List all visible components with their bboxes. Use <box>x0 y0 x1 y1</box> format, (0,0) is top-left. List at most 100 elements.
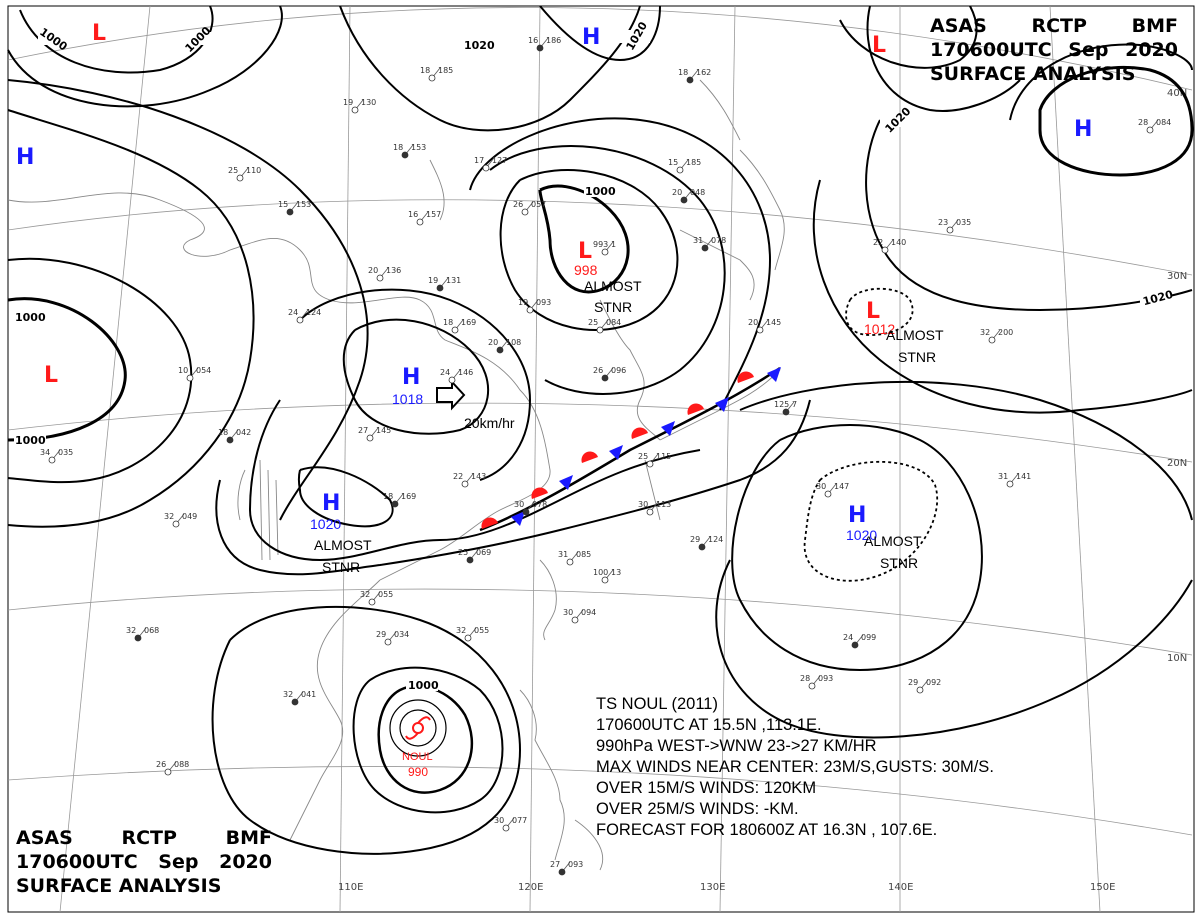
station-marker <box>384 638 392 646</box>
station-temp: 19 <box>343 98 353 107</box>
station-pressure: 088 <box>174 760 189 769</box>
cold-front-triangle <box>661 421 675 436</box>
station-plot: 32 049 <box>164 512 197 528</box>
station-marker <box>676 166 684 174</box>
warm-front-semicircle <box>481 517 498 529</box>
high-center: H <box>582 25 600 50</box>
station-pressure: 055 <box>378 590 393 599</box>
station-plot: 20 145 <box>748 318 781 334</box>
station-plot: 26 057 <box>513 200 546 216</box>
station-marker <box>946 226 954 234</box>
info-line: FORECAST FOR 180600Z AT 16.3N , 107.6E. <box>596 821 938 839</box>
station-temp: 18 <box>443 318 453 327</box>
station-temp: 23 <box>938 218 948 227</box>
latitude-labels: 40N 30N 20N 10N <box>1167 88 1187 664</box>
station-temp: 29 <box>690 535 700 544</box>
header-top-right: ASAS RCTP BMF 170600UTC Sep 2020 SURFACE ANA… <box>930 14 1178 86</box>
station-pressure: 035 <box>956 218 971 227</box>
station-pressure: 162 <box>696 68 711 77</box>
warm-front-semicircle <box>531 487 548 499</box>
info-line: OVER 25M/S WINDS: -KM. <box>596 800 799 818</box>
dotted-isobars <box>803 287 939 582</box>
station-plot: 24 124 <box>288 308 321 324</box>
station-marker <box>566 558 574 566</box>
note-word: STNR <box>880 555 918 571</box>
station-plot: 30 094 <box>563 608 596 624</box>
station-plot: 18 042 <box>218 428 251 444</box>
station-temp: 22 <box>453 472 463 481</box>
station-plot: 31 085 <box>558 550 591 566</box>
station-plot: 26 096 <box>593 366 626 382</box>
station-pressure: 169 <box>401 492 416 501</box>
station-marker <box>401 151 409 159</box>
station-pressure: 141 <box>1016 472 1031 481</box>
station-plot: 25 069 <box>458 548 491 564</box>
station-pressure: 110 <box>246 166 261 175</box>
lon-label: 150E <box>1090 882 1115 893</box>
station-marker <box>916 686 924 694</box>
high-center: H <box>16 145 34 170</box>
station-temp: 10 <box>178 366 188 375</box>
high-pressure-value: 1020 <box>846 527 877 543</box>
station-marker <box>502 824 510 832</box>
station-plot: 18 169 <box>443 318 476 334</box>
isobar-label: 1020 <box>464 39 495 52</box>
station-marker <box>1006 480 1014 488</box>
station-marker <box>782 408 790 416</box>
station-temp: 32 <box>980 328 990 337</box>
station-temp: 34 <box>40 448 50 457</box>
station-plot: 31 078 <box>693 236 726 252</box>
low-center: L <box>92 21 106 46</box>
lon-label: 130E <box>700 882 725 893</box>
station-temp: 16 <box>528 36 538 45</box>
station-pressure: 093 <box>568 860 583 869</box>
station-pressure: 035 <box>58 448 73 457</box>
note-word: ALMOST <box>886 327 944 343</box>
lon-label: 140E <box>888 882 913 893</box>
station-temp: 25 <box>228 166 238 175</box>
station-marker <box>134 634 142 642</box>
station-marker <box>186 374 194 382</box>
station-pressure: 093 <box>818 674 833 683</box>
longitude-labels: 110E 120E 130E 140E 150E <box>338 882 1115 893</box>
station-pressure: 145 <box>376 426 391 435</box>
cold-front-triangle <box>609 445 623 460</box>
lat-label: 10N <box>1167 653 1187 664</box>
station-plot: 32 041 <box>283 690 316 706</box>
station-plot: 15 185 <box>668 158 701 174</box>
station-pressure: 113 <box>656 500 671 509</box>
station-marker <box>571 616 579 624</box>
note-word: STNR <box>898 349 936 365</box>
station-temp: 29 <box>376 630 386 639</box>
station-pressure: 094 <box>581 608 596 617</box>
station-pressure: 115 <box>656 452 671 461</box>
agency-label: ASAS <box>16 827 73 849</box>
station-plot: 16 157 <box>408 210 441 226</box>
station-plot: 29 034 <box>376 630 409 646</box>
motion-label: 20km/hr <box>464 415 515 431</box>
lon-label: 110E <box>338 882 363 893</box>
station-plot: 24 099 <box>843 633 876 649</box>
isobar-label: 1000 <box>408 679 439 692</box>
station-pressure: 048 <box>690 188 705 197</box>
typhoon-symbol <box>405 716 431 740</box>
station-temp: 100 <box>593 568 608 577</box>
station-plot: 26 088 <box>156 760 189 776</box>
station-plot: 15 153 <box>278 200 311 216</box>
station-plot: 18 153 <box>393 143 426 159</box>
station-temp: 19 <box>518 298 528 307</box>
station-temp: 31 <box>558 550 568 559</box>
note-word: ALMOST <box>314 537 372 553</box>
low-pressure-value: 998 <box>574 262 598 278</box>
station-temp: 24 <box>288 308 298 317</box>
station-pressure: 055 <box>474 626 489 635</box>
station-pressure: 131 <box>446 276 461 285</box>
station-pressure: 099 <box>861 633 876 642</box>
info-line: OVER 15M/S WINDS: 120KM <box>596 779 817 797</box>
month-label: Sep <box>158 851 199 873</box>
station-marker <box>351 106 359 114</box>
station-plot: 29 124 <box>690 535 723 551</box>
station-plot: 32 055 <box>360 590 393 606</box>
high-center: H <box>322 491 340 516</box>
high-center: H <box>402 365 420 390</box>
